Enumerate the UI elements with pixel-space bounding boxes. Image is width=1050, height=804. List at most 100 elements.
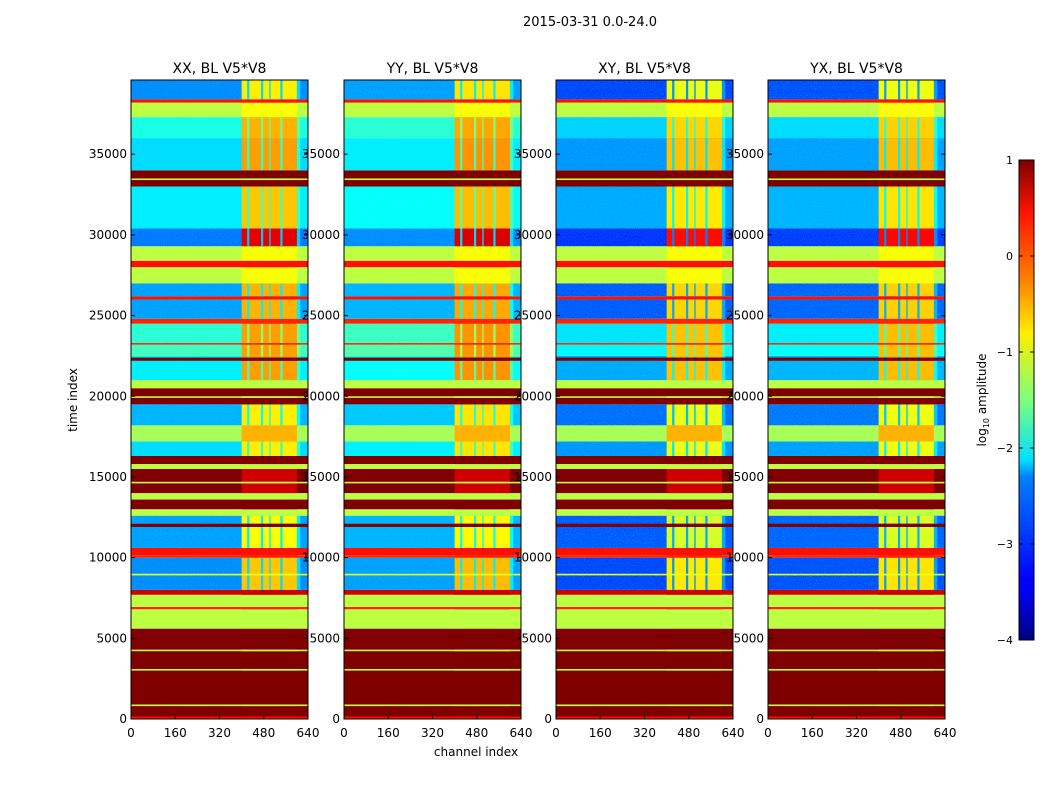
- heatmap-rfi-gap: [897, 80, 901, 100]
- heatmap-rfi-gap: [493, 404, 496, 426]
- heatmap-rfi-gap: [685, 441, 689, 456]
- heatmap-rfi-cell: [878, 357, 934, 361]
- heatmap-rfi-cell: [878, 547, 934, 556]
- heatmap-noise: [768, 186, 879, 229]
- y-tick-label: 15000: [89, 470, 127, 484]
- heatmap-rfi-cell: [454, 357, 510, 361]
- heatmap-band: [556, 493, 733, 500]
- heatmap-rfi-gap: [884, 80, 887, 100]
- heatmap-noise: [768, 138, 879, 171]
- heatmap-noise: [768, 283, 879, 297]
- heatmap-rfi-gap: [672, 186, 675, 229]
- heatmap-band: [768, 260, 945, 268]
- heatmap-rfi-gap: [672, 80, 675, 100]
- heatmap-rfi-gap: [473, 117, 477, 139]
- heatmap-rfi-gap: [473, 283, 477, 297]
- heatmap-rfi-gap: [705, 228, 708, 247]
- heatmap-band: [344, 589, 521, 595]
- heatmap-rfi-cell: [878, 716, 934, 719]
- heatmap-rfi-gap: [482, 228, 484, 247]
- heatmap-rfi-gap: [247, 228, 250, 247]
- heatmap-noise: [296, 80, 308, 100]
- heatmap-rfi-cell: [666, 102, 722, 118]
- heatmap-noise: [296, 404, 308, 426]
- heatmap-band: [131, 99, 308, 103]
- heatmap-rfi-cell: [241, 357, 297, 361]
- heatmap-rfi-gap: [906, 404, 908, 426]
- heatmap-rfi-gap: [917, 404, 920, 426]
- heatmap-rfi-gap: [493, 441, 496, 456]
- heatmap-rfi-gap: [884, 355, 887, 381]
- heatmap-rfi-cell: [666, 509, 722, 516]
- heatmap-rfi-gap: [672, 323, 675, 344]
- y-tick-label: 15000: [726, 470, 764, 484]
- heatmap-rfi-gap: [260, 117, 264, 139]
- heatmap-rfi-gap: [694, 80, 696, 100]
- heatmap-rfi-gap: [269, 283, 271, 297]
- heatmap-rfi-cell: [241, 178, 297, 181]
- heatmap-rfi-gap: [482, 283, 484, 297]
- heatmap-band: [768, 296, 945, 300]
- heatmap-rfi-cell: [454, 464, 510, 469]
- heatmap-rfi-cell: [878, 509, 934, 516]
- heatmap-rfi-cell: [454, 493, 510, 500]
- heatmap-rfi-gap: [685, 355, 689, 381]
- heatmap-band: [344, 318, 521, 324]
- heatmap-noise: [509, 80, 521, 100]
- heatmap-rfi-gap: [705, 355, 708, 381]
- heatmap-noise: [344, 344, 455, 356]
- heatmap-band: [131, 464, 308, 469]
- heatmap-rfi-gap: [917, 323, 920, 344]
- heatmap-noise: [721, 228, 733, 247]
- y-tick-label: 0: [332, 712, 340, 726]
- heatmap-rfi-cell: [666, 704, 722, 707]
- panel-4: YX, BL V5*V8 0 160 320 480 640 0 5000 10000 15000…: [726, 61, 957, 740]
- panel-title: YX, BL V5*V8: [809, 61, 903, 77]
- heatmap-rfi-cell: [878, 296, 934, 300]
- heatmap-rfi-cell: [241, 260, 297, 268]
- heatmap-rfi-cell: [878, 246, 934, 261]
- heatmap-rfi-gap: [705, 186, 708, 229]
- heatmap-rfi-cell: [666, 609, 722, 629]
- heatmap-rfi-gap: [897, 283, 901, 297]
- heatmap-noise: [721, 299, 733, 319]
- heatmap-rfi-gap: [482, 404, 484, 426]
- y-tick-label: 10000: [514, 551, 552, 565]
- heatmap-rfi-gap: [917, 80, 920, 100]
- heatmap-rfi-gap: [473, 355, 477, 381]
- heatmap-noise: [768, 344, 879, 356]
- heatmap-rfi-gap: [482, 80, 484, 100]
- heatmap-band: [131, 178, 308, 181]
- heatmap-rfi-cell: [241, 609, 297, 629]
- heatmap-rfi-cell: [241, 425, 297, 442]
- heatmap-rfi-gap: [280, 323, 283, 344]
- heatmap-band: [344, 343, 521, 345]
- heatmap-noise: [556, 515, 667, 548]
- heatmap-band: [131, 493, 308, 500]
- heatmap-noise: [344, 323, 455, 344]
- x-axis-label: channel index: [434, 745, 518, 759]
- heatmap-rfi-cell: [454, 589, 510, 595]
- heatmap-rfi-cell: [878, 573, 934, 576]
- colorbar-tick-label: 1: [1006, 154, 1013, 167]
- heatmap-noise: [131, 138, 242, 171]
- heatmap-rfi-gap: [705, 441, 708, 456]
- colorbar-tick-label: −3: [997, 538, 1013, 551]
- heatmap-rfi-gap: [917, 344, 920, 356]
- x-tick-label: 0: [340, 726, 348, 740]
- heatmap-rfi-gap: [685, 117, 689, 139]
- y-tick-label: 30000: [514, 228, 552, 242]
- heatmap-rfi-gap: [493, 186, 496, 229]
- y-tick-label: 25000: [514, 309, 552, 323]
- heatmap-noise: [131, 344, 242, 356]
- heatmap-rfi-gap: [269, 355, 271, 381]
- x-tick-label: 480: [889, 726, 912, 740]
- x-tick-label: 640: [934, 726, 957, 740]
- heatmap-band: [768, 509, 945, 516]
- heatmap-noise: [768, 323, 879, 344]
- panel-title: YY, BL V5*V8: [386, 61, 479, 77]
- heatmap-rfi-cell: [878, 523, 934, 527]
- heatmap-rfi-cell: [666, 668, 722, 671]
- heatmap-rfi-cell: [454, 246, 510, 261]
- heatmap-band: [768, 649, 945, 652]
